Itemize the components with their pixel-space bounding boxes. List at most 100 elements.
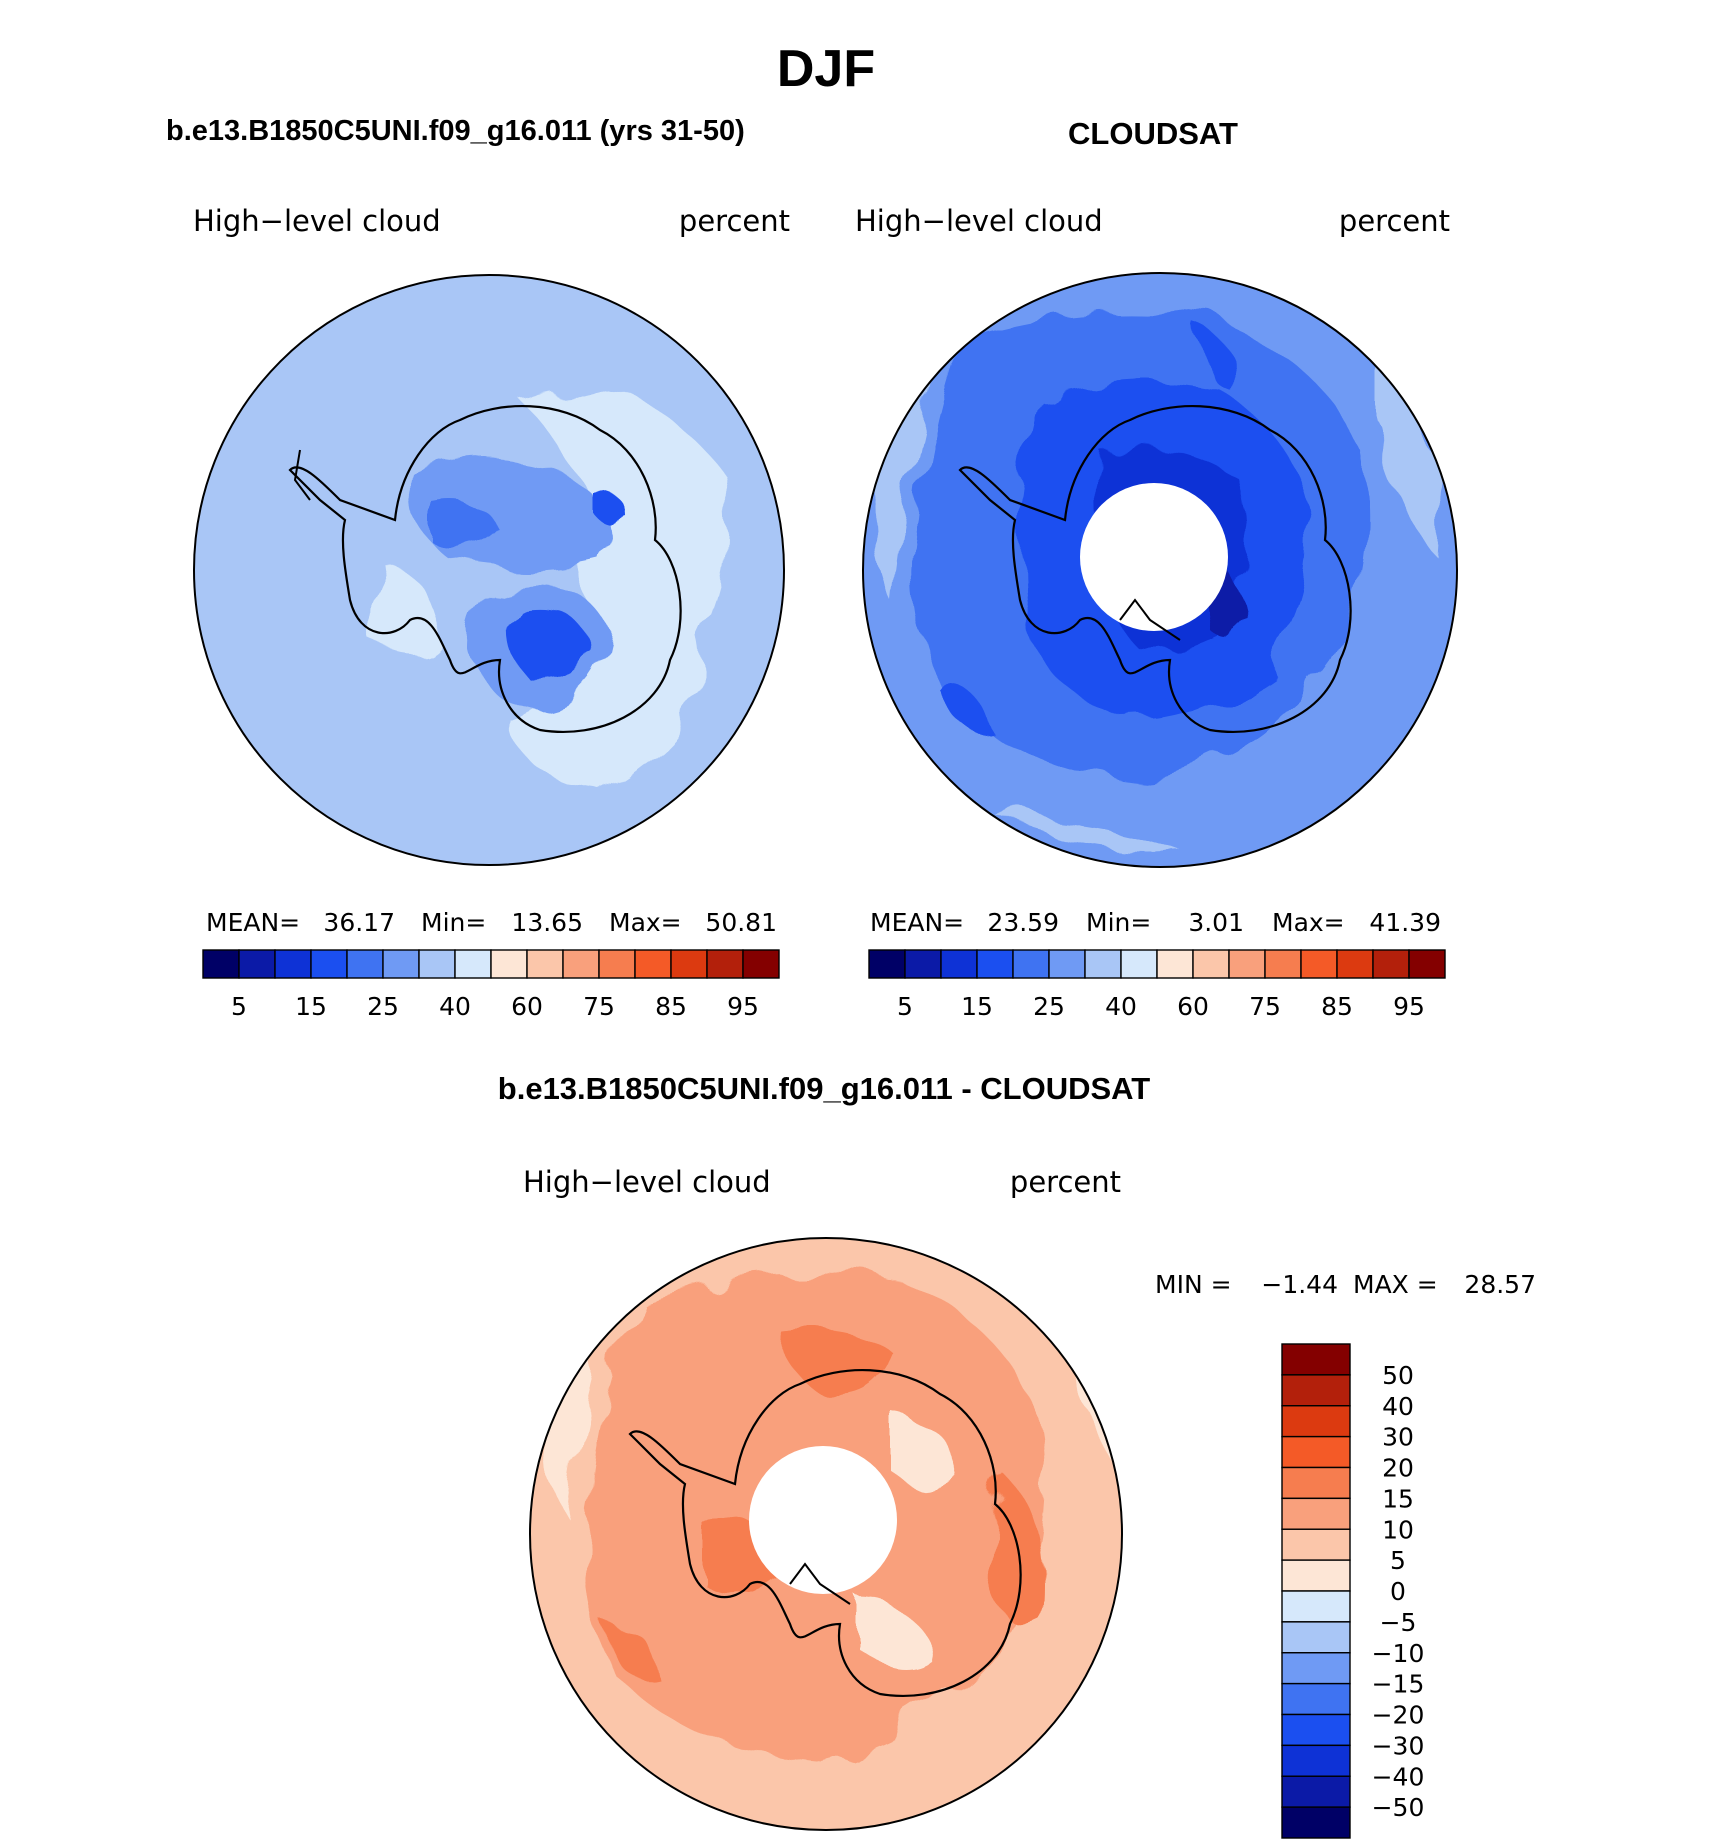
obs-coastline	[958, 404, 1352, 733]
colorbar-box	[1156, 949, 1194, 979]
panel-obs-map	[863, 273, 1457, 867]
model-min-value: 13.65	[511, 908, 583, 937]
panel-model: b.e13.B1850C5UNI.f09_g16.011 (yrs 31-50)…	[166, 115, 790, 1021]
model-max-label: Max=	[609, 908, 682, 937]
panel-diff-units: percent	[1010, 1165, 1121, 1199]
obs-min-value: 3.01	[1188, 908, 1244, 937]
colorbar-label: 40	[439, 992, 471, 1021]
colorbar-box	[562, 949, 600, 979]
colorbar-label: 20	[1382, 1454, 1414, 1483]
colorbar-box	[868, 949, 906, 979]
colorbar-box	[1281, 1652, 1351, 1685]
colorbar-box	[1281, 1466, 1351, 1500]
colorbar-label: −40	[1372, 1762, 1425, 1791]
panel-model-units: percent	[679, 204, 790, 238]
obs-field-low-southwest	[940, 688, 990, 732]
panel-model-colorbar-labels: 5 15 25 40 60 75 85 95	[231, 992, 759, 1021]
colorbar-box	[1228, 949, 1266, 979]
colorbar-box	[976, 949, 1014, 979]
diff-field-low-south	[860, 1600, 930, 1668]
panel-diff-heading: b.e13.B1850C5UNI.f09_g16.011 - CLOUDSAT	[498, 1071, 1150, 1106]
obs-max-value: 41.39	[1369, 908, 1441, 937]
colorbar-label: −10	[1372, 1639, 1425, 1668]
obs-min-label: Min=	[1086, 908, 1151, 937]
colorbar-box	[1012, 949, 1050, 979]
panel-diff-stats: MIN = −1.44 MAX = 28.57	[1155, 1270, 1536, 1299]
panel-diff-colorbar	[1281, 1343, 1351, 1839]
colorbar-box	[1084, 949, 1122, 979]
colorbar-box	[1120, 949, 1158, 979]
colorbar-box	[1281, 1744, 1351, 1777]
model-field-low-south	[514, 608, 590, 682]
panel-model-map	[194, 275, 784, 865]
colorbar-box	[598, 949, 636, 979]
panel-model-colorbar	[202, 949, 780, 979]
panel-model-heading: b.e13.B1850C5UNI.f09_g16.011 (yrs 31-50)	[166, 115, 745, 147]
diff-field-high-east	[990, 1480, 1042, 1625]
model-field-low-east	[590, 490, 625, 519]
figure-title: DJF	[777, 40, 875, 98]
colorbar-box	[274, 949, 312, 979]
colorbar-box	[1048, 949, 1086, 979]
colorbar-label: 30	[1382, 1423, 1414, 1452]
colorbar-box	[418, 949, 456, 979]
diff-field-high-north	[780, 1328, 900, 1402]
colorbar-label: 5	[897, 992, 913, 1021]
colorbar-box	[1281, 1682, 1351, 1716]
panel-diff-map-border	[529, 1237, 1123, 1831]
colorbar-box	[310, 949, 348, 979]
colorbar-label: 75	[583, 992, 615, 1021]
colorbar-label: 60	[511, 992, 543, 1021]
diff-min-label: MIN =	[1155, 1270, 1232, 1299]
diff-coastline	[628, 1368, 1022, 1697]
colorbar-box	[1281, 1405, 1351, 1438]
model-field-low-north	[430, 498, 500, 548]
colorbar-box	[1372, 949, 1410, 979]
obs-pole-hole	[1080, 483, 1228, 631]
diff-pole-hole	[749, 1446, 897, 1594]
colorbar-box	[1281, 1590, 1351, 1623]
colorbar-box	[742, 949, 780, 979]
colorbar-label: −5	[1380, 1608, 1417, 1637]
colorbar-box	[940, 949, 978, 979]
colorbar-label: 85	[1321, 992, 1353, 1021]
colorbar-box	[1281, 1559, 1351, 1592]
colorbar-label: −50	[1372, 1793, 1425, 1822]
colorbar-label: −30	[1372, 1731, 1425, 1760]
colorbar-box	[1281, 1497, 1351, 1530]
colorbar-label: 10	[1382, 1515, 1414, 1544]
obs-field-light-west	[870, 380, 930, 600]
panel-diff-variable: High−level cloud	[523, 1165, 771, 1199]
colorbar-label: 15	[1382, 1484, 1414, 1513]
diff-coastline-inner	[789, 1562, 851, 1605]
colorbar-box	[490, 949, 528, 979]
colorbar-label: 50	[1382, 1361, 1414, 1390]
obs-mean-value: 23.59	[987, 908, 1059, 937]
colorbar-box	[1408, 949, 1446, 979]
colorbar-box	[1281, 1713, 1351, 1747]
diff-field-low-northeast	[890, 1410, 960, 1488]
colorbar-box	[1192, 949, 1230, 979]
model-coastline	[288, 404, 682, 733]
colorbar-box	[1264, 949, 1302, 979]
colorbar-label: 25	[1033, 992, 1065, 1021]
colorbar-label: 15	[961, 992, 993, 1021]
obs-field-light-south	[1000, 820, 1180, 852]
obs-coastline-inner	[1119, 598, 1181, 641]
obs-field-light-east	[1380, 350, 1442, 560]
model-mean-label: MEAN=	[206, 908, 300, 937]
panel-obs-map-border	[862, 272, 1458, 868]
colorbar-box	[526, 949, 564, 979]
panel-diff-map	[530, 1238, 1122, 1830]
diff-max-value: 28.57	[1464, 1270, 1536, 1299]
panel-model-variable: High−level cloud	[193, 204, 441, 238]
model-max-value: 50.81	[705, 908, 777, 937]
diff-max-label: MAX =	[1353, 1270, 1438, 1299]
colorbar-label: 0	[1390, 1577, 1406, 1606]
colorbar-box	[454, 949, 492, 979]
panel-obs-heading: CLOUDSAT	[1068, 116, 1238, 151]
colorbar-box	[904, 949, 942, 979]
colorbar-box	[1281, 1775, 1351, 1808]
colorbar-box	[1281, 1621, 1351, 1654]
